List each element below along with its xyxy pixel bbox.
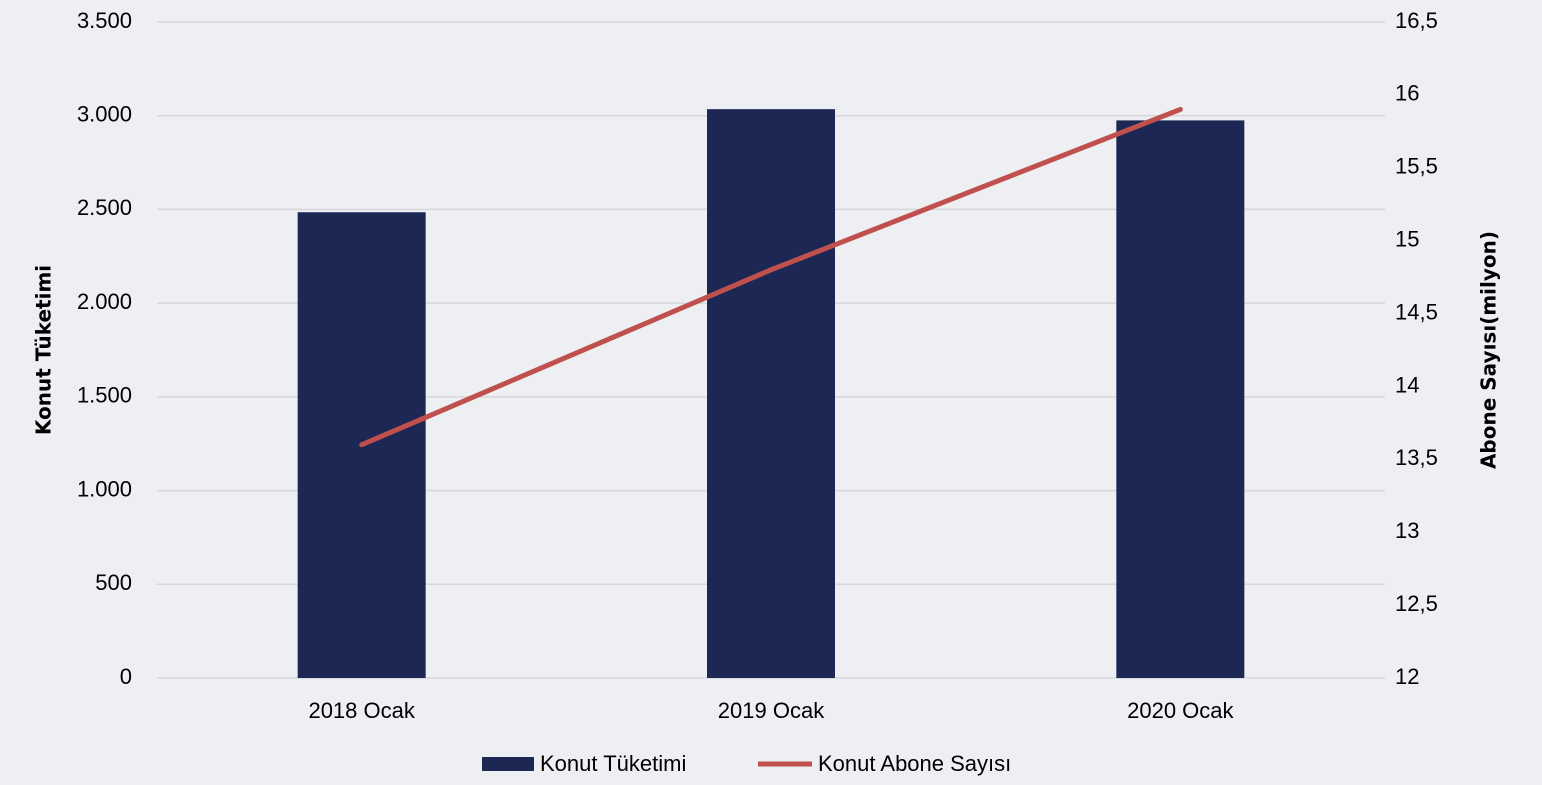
line [359,106,1183,448]
y-axis-title: Konut Tüketimi [32,265,56,435]
legend-label: Konut Abone Sayısı [818,751,1011,776]
y2-tick-label: 16 [1395,81,1419,106]
y2-tick-label: 13 [1395,518,1419,543]
y-tick-label: 3.000 [77,102,132,127]
y-tick-label: 1.000 [77,476,132,501]
y2-axis-title: Abone Sayısı(milyon) [1477,231,1501,469]
y2-tick-label: 12,5 [1395,591,1438,616]
y2-tick-label: 14,5 [1395,299,1438,324]
bar [707,109,835,678]
y2-tick-label: 16,5 [1395,8,1438,33]
x-tick-label: 2019 Ocak [718,698,825,723]
x-tick-label: 2018 Ocak [308,698,415,723]
x-tick-label: 2020 Ocak [1127,698,1234,723]
y2-tick-label: 12 [1395,664,1419,689]
y2-tick-label: 15,5 [1395,154,1438,179]
y-tick-label: 1.500 [77,383,132,408]
legend-swatch [482,757,534,771]
y-tick-label: 2.500 [77,195,132,220]
y-tick-label: 0 [120,664,132,689]
y-tick-label: 3.500 [77,8,132,33]
y-tick-label: 500 [95,570,132,595]
y-tick-label: 2.000 [77,289,132,314]
y2-tick-label: 14 [1395,372,1419,397]
legend-label: Konut Tüketimi [540,751,686,776]
bar [1116,120,1245,678]
y2-tick-label: 13,5 [1395,445,1438,470]
y2-tick-label: 15 [1395,226,1419,251]
